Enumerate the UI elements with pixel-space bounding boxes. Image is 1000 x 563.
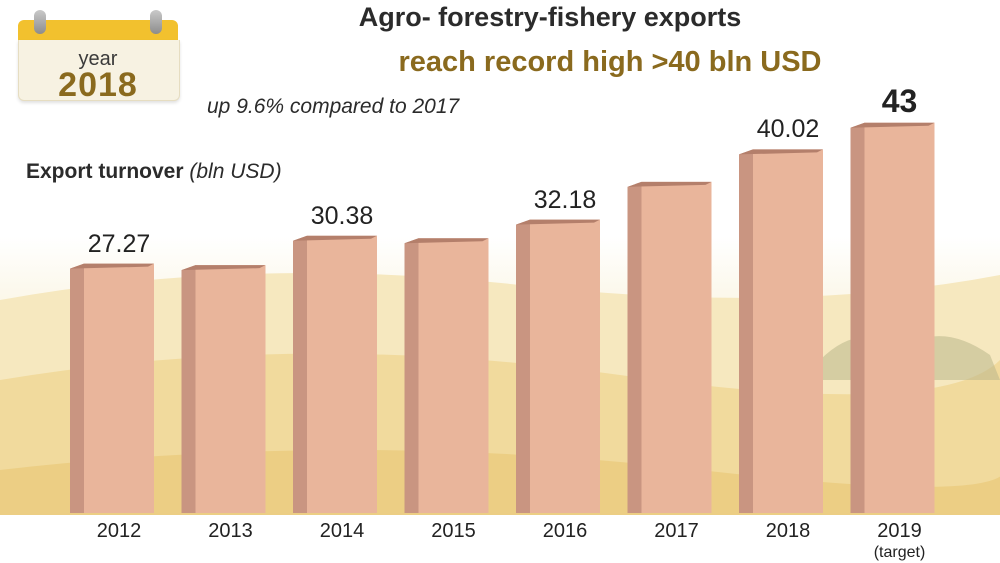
category-note: (target) bbox=[873, 544, 926, 561]
category-label-2014: 2014 bbox=[319, 520, 365, 542]
bar-2018 bbox=[739, 149, 823, 513]
y-axis-title-text: Export turnover bbox=[26, 160, 184, 183]
value-label-2014: 30.38 bbox=[310, 201, 374, 230]
category-label-2018: 2018 bbox=[765, 520, 811, 542]
category-label-2016: 2016 bbox=[542, 520, 588, 542]
category-label-2012: 2012 bbox=[96, 520, 142, 542]
bar-top bbox=[627, 181, 712, 187]
bar-top bbox=[739, 149, 823, 155]
bar-face bbox=[84, 263, 154, 513]
calendar-year: 2018 bbox=[58, 66, 138, 104]
bar-side bbox=[293, 235, 307, 513]
y-axis-unit: (bln USD) bbox=[189, 160, 282, 183]
bar-side bbox=[627, 181, 642, 513]
bar-side bbox=[181, 265, 196, 513]
bar-face bbox=[307, 235, 377, 513]
calendar-ring-icon bbox=[34, 10, 46, 34]
calendar-year-word: year bbox=[78, 48, 118, 70]
bar-side bbox=[850, 122, 865, 513]
y-axis-title: Export turnover (bln USD) bbox=[26, 160, 282, 184]
bar-face bbox=[418, 238, 489, 513]
value-label-2016: 32.18 bbox=[533, 185, 597, 214]
bar-face bbox=[195, 265, 266, 513]
bar-side bbox=[739, 149, 753, 513]
category-label-2013: 2013 bbox=[208, 520, 253, 542]
bar-top bbox=[516, 219, 600, 225]
bar-2014 bbox=[293, 235, 377, 513]
category-label-2017: 2017 bbox=[654, 520, 699, 542]
calendar-header bbox=[18, 20, 178, 42]
calendar-body bbox=[18, 40, 180, 101]
bar-face bbox=[864, 122, 935, 513]
year-calendar-badge: year 2018 bbox=[18, 10, 180, 104]
value-label-2018: 40.02 bbox=[756, 115, 820, 144]
bar-2019 bbox=[850, 122, 935, 513]
bar-side bbox=[70, 263, 84, 513]
bar-top bbox=[181, 265, 266, 271]
chart-title: Agro- forestry-fishery exports bbox=[358, 2, 742, 32]
bar-face bbox=[641, 181, 712, 513]
category-label-2019: 2019 bbox=[877, 520, 922, 542]
chart-subtitle: reach record high >40 bln USD bbox=[398, 46, 822, 78]
bar-2017 bbox=[627, 181, 712, 513]
bar-side bbox=[516, 219, 530, 513]
calendar-ring-icon bbox=[150, 10, 162, 34]
bar-2015 bbox=[404, 238, 489, 513]
bar-top bbox=[293, 235, 377, 241]
bar-top bbox=[404, 238, 489, 244]
value-label-2019: 43 bbox=[881, 82, 918, 119]
bar-2016 bbox=[516, 219, 600, 513]
value-label-2012: 27.27 bbox=[87, 229, 151, 258]
growth-note: up 9.6% compared to 2017 bbox=[207, 95, 460, 118]
bar-side bbox=[404, 238, 419, 513]
bar-top bbox=[70, 263, 154, 269]
bar-top bbox=[850, 122, 935, 128]
bar-face bbox=[530, 219, 600, 513]
bar-2012 bbox=[70, 263, 154, 513]
bar-face bbox=[753, 149, 823, 513]
category-label-2015: 2015 bbox=[431, 520, 476, 542]
bar-2013 bbox=[181, 265, 266, 513]
